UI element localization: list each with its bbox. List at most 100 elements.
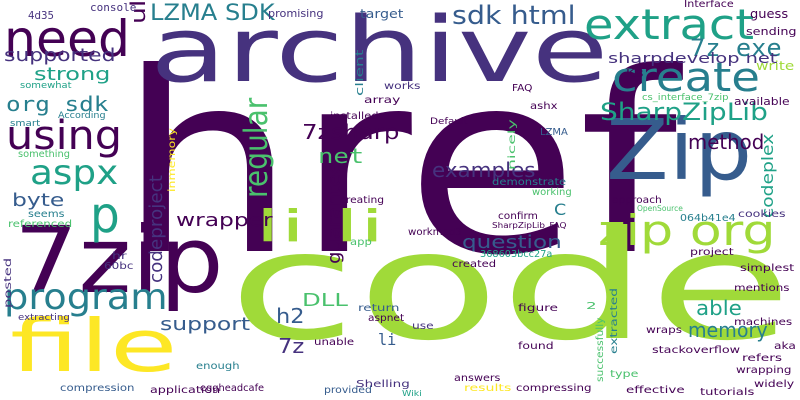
word-compressing: compressing [516, 383, 592, 394]
word-works: works [384, 81, 421, 92]
word-extracted: extracted [609, 288, 620, 354]
word-li-li: li li [255, 201, 385, 252]
word-somewhat: somewhat [20, 81, 72, 91]
word-default: Default [430, 117, 468, 127]
word-posted: posted [3, 257, 14, 308]
word-codeproject: codeproject [146, 175, 167, 283]
word-using: using [6, 113, 123, 159]
word-h2: h2 [276, 304, 305, 328]
word-figure: figure [518, 303, 559, 314]
word-question: question [462, 232, 562, 253]
word-sharpziplib: SharpZipLib [600, 98, 768, 126]
word-created: created [452, 259, 497, 270]
word-sharpdevelop-net: sharpdevelop net [608, 51, 778, 67]
word-successfully: successfully [595, 317, 606, 382]
word-net: net [318, 144, 365, 168]
word-enough: enough [196, 361, 240, 372]
word-effective: effective [626, 385, 685, 396]
word-extract: extract [584, 0, 754, 49]
word-7zsharp: 7zsharp [302, 120, 400, 144]
word-codeplex: codeplex [758, 133, 777, 218]
word-smart: smart [10, 119, 41, 129]
word-results: results [464, 383, 512, 394]
word-application: application [150, 385, 221, 396]
word-target: target [360, 7, 404, 21]
word-7zip: 7zip [14, 207, 224, 314]
word-2: 2 [586, 301, 597, 312]
word-strong: strong [34, 64, 111, 85]
word-examples: examples [432, 158, 536, 182]
word-shelling: Shelling [356, 379, 410, 390]
word-ashx: ashx [530, 101, 558, 112]
word-working: working [532, 187, 572, 198]
word-lzma-sdk: LZMA SDK [150, 1, 275, 26]
word-c: C [554, 200, 567, 219]
word-able: able [696, 296, 742, 320]
word-li: li [378, 330, 397, 349]
word-60bc: 60bc [104, 261, 134, 272]
word-client: client [353, 49, 366, 96]
word-file: file [10, 304, 178, 388]
word-regular: regular [237, 97, 275, 198]
word-064b41e4: 064b41e4 [680, 213, 736, 224]
word-supported: supported [4, 45, 116, 66]
word-according: According [58, 111, 106, 121]
word-aspx: aspx [30, 153, 119, 193]
word-answers: answers [454, 373, 501, 384]
word-guess: guess [750, 7, 789, 21]
word-guarantee: guarantee [324, 162, 345, 264]
word-interface: Interface [684, 0, 734, 10]
word-use: use [412, 321, 434, 332]
word-need: need [4, 10, 130, 68]
word-opensource: OpenSource [637, 204, 683, 213]
word-nicely: nicely [507, 119, 518, 170]
word-href: href [118, 19, 678, 310]
word-workmad3: workmad3 [408, 227, 462, 238]
word-p: p [90, 186, 120, 244]
word-app: app [350, 237, 372, 248]
word-found: found [518, 341, 554, 352]
word-byte: byte [12, 190, 65, 211]
word-eggheadcafe: eggheadcafe [200, 383, 265, 394]
word-seems: seems [28, 209, 65, 220]
word-type: type [610, 369, 639, 380]
word-hr: hr [112, 251, 127, 262]
word-aspnet: aspnet [368, 313, 405, 324]
word-archive: archive [150, 0, 609, 103]
word-cs-interface-7zip: cs_interface_7zip [642, 93, 729, 103]
word-7z-exe: 7z exe [690, 34, 782, 62]
word-memory: memory [688, 318, 768, 342]
word-wraps: wraps [646, 325, 682, 336]
word-installed: installed [330, 111, 379, 122]
word-inmemory: inmemory [167, 128, 178, 192]
word-console: console [90, 1, 137, 14]
word-refers: refers [742, 353, 783, 364]
word-sdk-html: sdk html [452, 1, 576, 31]
word-sharpziplib-faq: SharpZipLib_FAQ [492, 221, 567, 230]
word-zip: Zip [606, 101, 753, 199]
word-array: array [364, 95, 401, 106]
word-referenced: referenced [8, 219, 73, 230]
word-368603bcc27a: 368603bcc27a [480, 249, 553, 260]
word-provided: provided [324, 385, 372, 396]
word-wiki: Wiki [402, 389, 422, 398]
word-return: return [358, 303, 400, 314]
word-project: project [690, 247, 734, 258]
word-write: write [756, 59, 795, 73]
word-something: something [18, 149, 70, 160]
word-wrapper: wrapper [176, 210, 273, 231]
word-kb: KB [626, 67, 644, 80]
word-confirm: confirm [498, 211, 538, 222]
word-simplest: simplest [740, 263, 795, 274]
word-7z: 7z [278, 334, 305, 358]
word-widely: widely [754, 379, 795, 390]
word-lzma: LZMA [540, 127, 568, 138]
word-tutorials: tutorials [700, 387, 755, 398]
word-approach: approach [612, 195, 662, 206]
word-demonstrate: demonstrate [492, 177, 567, 188]
word-unable: unable [314, 337, 355, 348]
word-mentions: mentions [734, 283, 790, 294]
word-create: create [612, 55, 760, 101]
word-program: program [4, 277, 168, 318]
